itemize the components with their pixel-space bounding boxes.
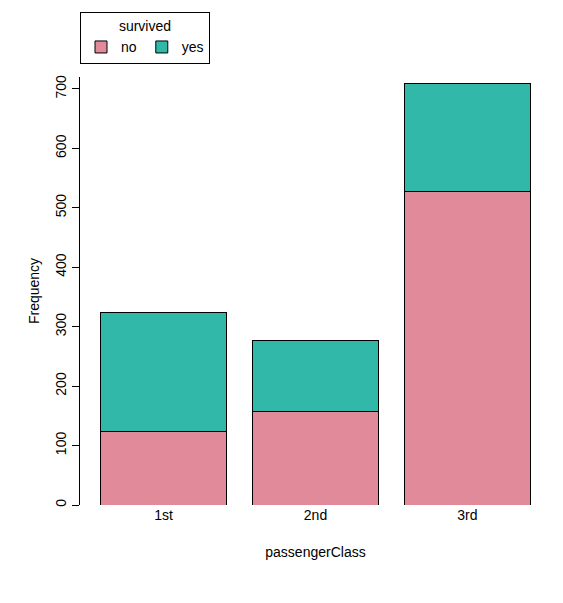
svg-text:0: 0 [53,499,69,507]
svg-text:survived: survived [119,18,171,34]
svg-text:300: 300 [53,313,69,337]
svg-text:700: 700 [53,75,69,99]
svg-text:yes: yes [182,39,204,55]
svg-text:500: 500 [53,194,69,218]
svg-text:Frequency: Frequency [26,258,42,324]
svg-text:600: 600 [53,134,69,158]
svg-text:no: no [121,39,137,55]
svg-text:3rd: 3rd [457,507,477,523]
svg-text:400: 400 [53,253,69,277]
svg-text:100: 100 [53,432,69,456]
svg-text:2nd: 2nd [304,507,327,523]
svg-text:200: 200 [53,372,69,396]
svg-text:passengerClass: passengerClass [265,544,365,560]
svg-text:1st: 1st [154,507,173,523]
